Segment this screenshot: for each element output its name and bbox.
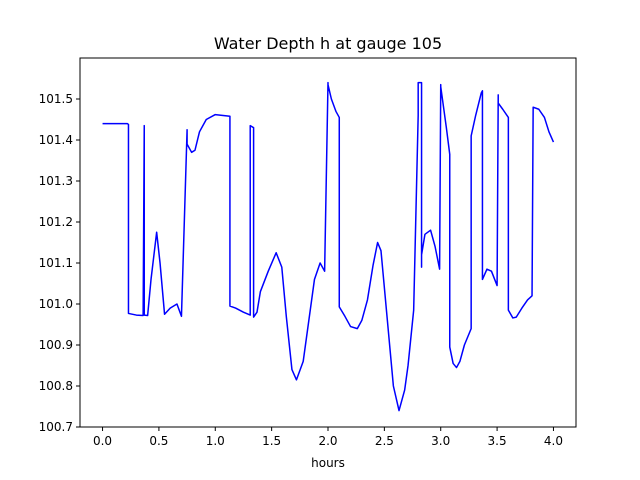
x-tick-label: 2.0 [318,434,337,448]
y-tick-label: 101.5 [39,92,73,106]
x-tick-label: 4.0 [544,434,563,448]
x-tick-label: 1.5 [262,434,281,448]
x-tick-label: 0.5 [149,434,168,448]
y-tick-label: 101.2 [39,215,73,229]
y-tick-label: 101.0 [39,297,73,311]
x-axis-label: hours [311,456,345,470]
x-axis-ticks: 0.0 0.5 1.0 1.5 2.0 2.5 3.0 3.5 4.0 [93,427,563,448]
x-tick-label: 3.0 [431,434,450,448]
y-tick-label: 101.1 [39,256,73,270]
y-tick-label: 101.4 [39,133,73,147]
series-line [102,81,555,412]
x-tick-label: 3.5 [488,434,507,448]
y-axis-ticks: 100.7 100.8 100.9 101.0 101.1 101.2 101.3 101.4… [39,92,80,434]
y-tick-label: 100.9 [39,338,73,352]
y-tick-label: 101.3 [39,174,73,188]
x-tick-label: 2.5 [375,434,394,448]
series-layer [102,81,555,412]
y-tick-label: 100.8 [39,379,73,393]
x-tick-label: 0.0 [93,434,112,448]
y-tick-label: 100.7 [39,420,73,434]
plot-frame [79,57,577,428]
x-tick-label: 1.0 [206,434,225,448]
chart-title: Water Depth h at gauge 105 [214,34,442,53]
